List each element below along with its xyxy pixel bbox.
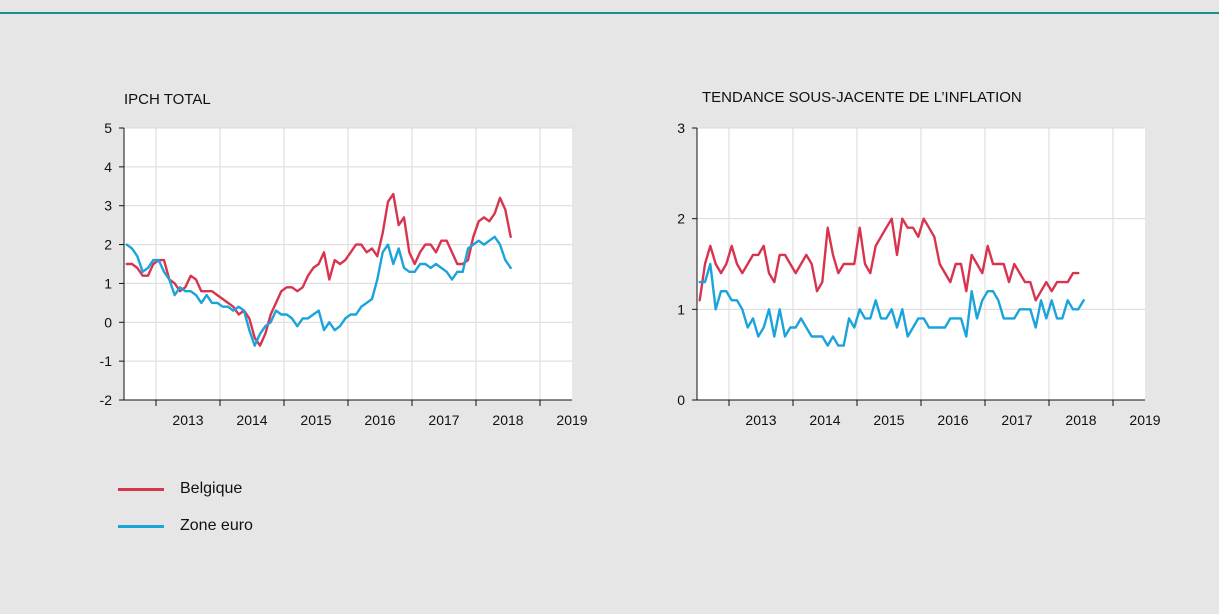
series-line-belgique: [125, 192, 512, 347]
x-tick-label: 2017: [1001, 412, 1032, 428]
legend-label-zone-euro: Zone euro: [180, 517, 253, 534]
chart-title: IPCH TOTAL: [124, 91, 211, 108]
x-tick-label: 2015: [873, 412, 904, 428]
x-tick-label: 2016: [364, 412, 395, 428]
series-line-zone-euro: [125, 235, 512, 347]
x-tick-label: 2018: [1065, 412, 1096, 428]
y-tick-label: 1: [677, 301, 685, 317]
series-line-zone-euro: [698, 262, 1085, 347]
y-tick-label: 0: [104, 314, 112, 330]
x-tick-label: 2019: [556, 412, 587, 428]
y-tick-label: 2: [104, 237, 112, 253]
legend-item-zone-euro: Zone euro: [118, 515, 253, 537]
chart-title: TENDANCE SOUS-JACENTE DE L’INFLATION: [702, 89, 1022, 106]
y-tick-label: 0: [677, 392, 685, 408]
x-tick-label: 2017: [428, 412, 459, 428]
y-tick-label: 3: [677, 120, 685, 136]
legend: Belgique Zone euro: [118, 478, 253, 552]
series-line-belgique: [698, 217, 1080, 302]
y-tick-label: 4: [104, 159, 112, 175]
y-tick-label: -1: [100, 353, 113, 369]
x-tick-label: 2018: [492, 412, 523, 428]
x-tick-label: 2016: [937, 412, 968, 428]
x-tick-label: 2014: [809, 412, 840, 428]
x-tick-label: 2014: [236, 412, 267, 428]
legend-label-belgique: Belgique: [180, 480, 243, 497]
y-tick-label: 5: [104, 120, 112, 136]
legend-item-belgique: Belgique: [118, 478, 253, 500]
x-tick-label: 2013: [172, 412, 203, 428]
legend-swatch-belgique: [118, 487, 164, 491]
y-tick-label: 2: [677, 211, 685, 227]
y-tick-label: 3: [104, 198, 112, 214]
x-tick-label: 2013: [745, 412, 776, 428]
top-rule: [0, 12, 1219, 14]
y-tick-label: -2: [100, 392, 113, 408]
y-tick-label: 1: [104, 275, 112, 291]
x-tick-label: 2019: [1129, 412, 1160, 428]
x-tick-label: 2015: [300, 412, 331, 428]
legend-swatch-zone-euro: [118, 524, 164, 528]
